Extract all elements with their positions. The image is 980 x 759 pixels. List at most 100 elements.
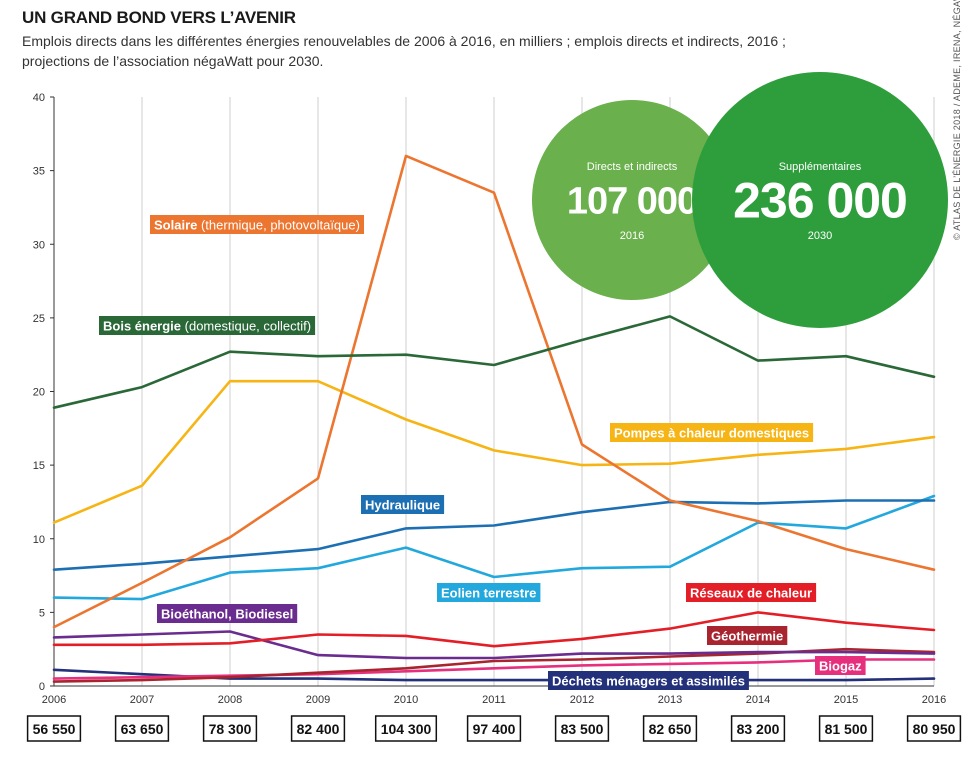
series-label: Bioéthanol, Biodiesel xyxy=(157,604,298,623)
x-tick-label: 2007 xyxy=(130,694,154,706)
series-label-box xyxy=(150,215,364,234)
series-line-solaire xyxy=(52,154,936,629)
total-box: 97 400 xyxy=(466,715,522,742)
total-value: 82 650 xyxy=(649,721,692,737)
x-tick-label: 2013 xyxy=(658,694,682,706)
series-label-text: Pompes à chaleur domestiques xyxy=(614,426,809,441)
total-box: 78 300 xyxy=(202,715,258,742)
total-value: 63 650 xyxy=(121,721,164,737)
bubble-value: 107 000 xyxy=(567,180,697,222)
series-label-box xyxy=(610,423,814,442)
total-box-frame xyxy=(374,715,438,742)
series-label: Pompes à chaleur domestiques xyxy=(610,423,814,442)
bubble-value: 236 000 xyxy=(733,173,907,229)
total-box-frame xyxy=(202,715,258,742)
x-tick-label: 2009 xyxy=(306,694,330,706)
y-tick-label: 25 xyxy=(33,313,45,325)
bubble-year: 2016 xyxy=(620,230,644,242)
total-box: 80 950 xyxy=(906,715,962,742)
total-box: 81 500 xyxy=(818,715,874,742)
total-value: 104 300 xyxy=(381,721,432,737)
y-tick-label: 5 xyxy=(39,607,45,619)
series-label-text: Eolien terrestre xyxy=(441,586,536,601)
total-box: 83 200 xyxy=(730,715,786,742)
total-value: 83 200 xyxy=(737,721,780,737)
total-value: 83 500 xyxy=(561,721,604,737)
y-tick-label: 10 xyxy=(33,534,45,546)
series-label: Réseaux de chaleur xyxy=(686,583,817,602)
series-label-box xyxy=(686,583,817,602)
series-label-text: Biogaz xyxy=(819,659,862,674)
total-box: 63 650 xyxy=(114,715,170,742)
total-value: 81 500 xyxy=(825,721,868,737)
chart-subtitle: Emplois directs dans les différentes éne… xyxy=(22,33,786,69)
total-box: 82 650 xyxy=(642,715,698,742)
x-tick-label: 2016 xyxy=(922,694,946,706)
y-tick-label: 40 xyxy=(33,92,45,104)
x-tick-label: 2011 xyxy=(482,694,506,706)
bubble-1 xyxy=(532,100,732,300)
series-line-eolien-terrestre xyxy=(52,494,936,601)
series-label: Bois énergie (domestique, collectif) xyxy=(99,316,316,335)
total-box-frame xyxy=(26,715,82,742)
x-tick-label: 2008 xyxy=(218,694,242,706)
y-tick-label: 0 xyxy=(39,681,45,693)
series-line-bois-nergie xyxy=(52,315,936,410)
x-tick-label: 2010 xyxy=(394,694,418,706)
series-label-box xyxy=(548,671,749,690)
total-box: 104 300 xyxy=(374,715,438,742)
series-line-r-seaux-de-chaleur xyxy=(52,611,936,648)
series-label-box xyxy=(157,604,298,623)
total-box: 83 500 xyxy=(554,715,610,742)
series-label-text: Déchets ménagers et assimilés xyxy=(552,674,745,689)
series-line-pompes-chaleur-domestiques xyxy=(52,379,936,524)
series-label: Biogaz xyxy=(815,656,866,675)
series-label-box xyxy=(361,495,445,514)
series-label-box xyxy=(437,583,541,602)
bubble-caption: Supplémentaires xyxy=(779,161,862,173)
series-label-text: Réseaux de chaleur xyxy=(690,586,812,601)
series-line-hydraulique xyxy=(52,499,936,572)
series-label-box xyxy=(815,656,866,675)
series-label-box xyxy=(99,316,316,335)
total-box-frame xyxy=(290,715,346,742)
total-box: 82 400 xyxy=(290,715,346,742)
y-tick-label: 30 xyxy=(33,239,45,251)
total-box-frame xyxy=(906,715,962,742)
series-line-biogaz xyxy=(52,658,936,680)
total-box: 56 550 xyxy=(26,715,82,742)
total-value: 78 300 xyxy=(209,721,252,737)
bubble-2 xyxy=(692,72,948,328)
total-value: 56 550 xyxy=(33,721,76,737)
total-value: 80 950 xyxy=(913,721,956,737)
series-label: Hydraulique xyxy=(361,495,445,514)
y-tick-label: 20 xyxy=(33,387,45,399)
series-label: Déchets ménagers et assimilés xyxy=(548,671,749,690)
y-tick-label: 15 xyxy=(33,460,45,472)
x-tick-label: 2015 xyxy=(834,694,858,706)
total-box-frame xyxy=(114,715,170,742)
series-label-text: Bioéthanol, Biodiesel xyxy=(161,607,293,622)
chart-title: UN GRAND BOND VERS L’AVENIR xyxy=(22,8,296,27)
total-value: 97 400 xyxy=(473,721,516,737)
x-tick-label: 2006 xyxy=(42,694,66,706)
x-tick-label: 2014 xyxy=(746,694,770,706)
series-label: Géothermie xyxy=(707,626,788,645)
total-box-frame xyxy=(818,715,874,742)
bubble-caption: Directs et indirects xyxy=(587,161,678,173)
y-tick-label: 35 xyxy=(33,166,45,178)
total-value: 82 400 xyxy=(297,721,340,737)
series-label-text: Bois énergie (domestique, collectif) xyxy=(103,319,311,334)
total-box-frame xyxy=(730,715,786,742)
series-label: Solaire (thermique, photovoltaïque) xyxy=(150,215,364,234)
series-line-bio-thanol-biodiesel xyxy=(52,630,936,660)
series-label-box xyxy=(707,626,788,645)
series-label-text: Hydraulique xyxy=(365,498,440,513)
total-box-frame xyxy=(466,715,522,742)
total-box-frame xyxy=(554,715,610,742)
total-box-frame xyxy=(642,715,698,742)
series-label: Eolien terrestre xyxy=(437,583,541,602)
x-tick-label: 2012 xyxy=(570,694,594,706)
series-label-text: Solaire (thermique, photovoltaïque) xyxy=(154,218,360,233)
